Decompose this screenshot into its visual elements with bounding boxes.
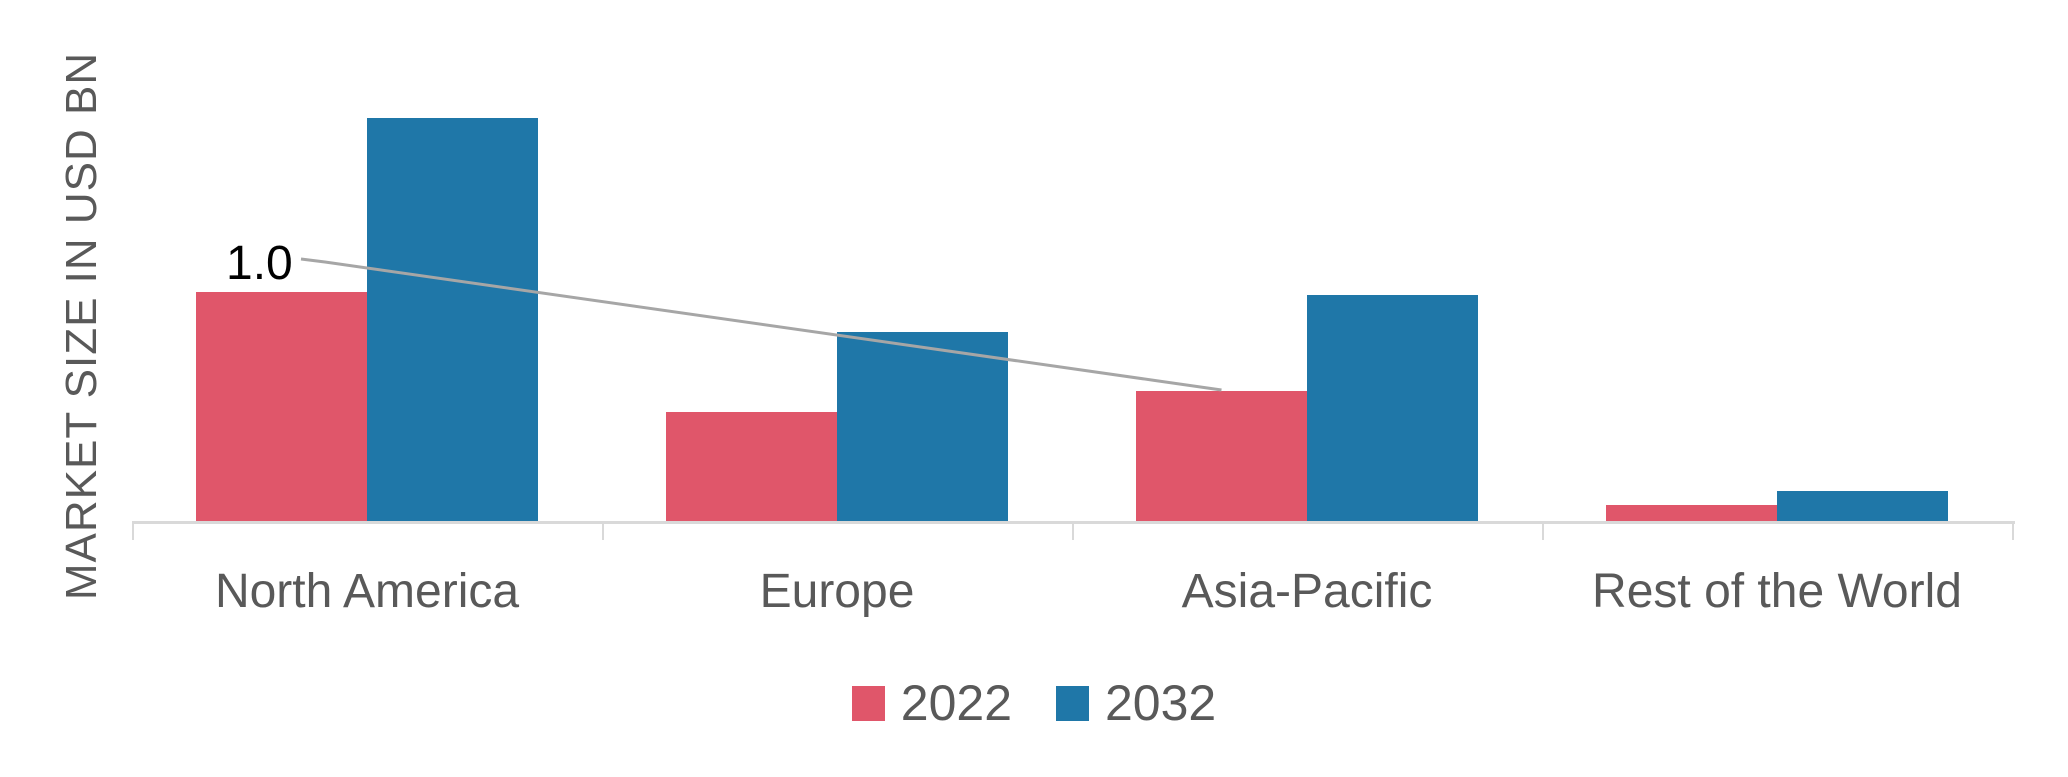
legend-item-2022: 2022 xyxy=(851,675,1012,731)
legend-label-2022: 2022 xyxy=(900,675,1012,731)
axis-tick xyxy=(602,523,604,540)
bar-2032-north-america xyxy=(367,117,538,523)
axis-tick xyxy=(1542,523,1544,540)
axis-tick xyxy=(2012,523,2014,540)
category-label-north-america: North America xyxy=(214,565,520,618)
bar-2032-europe xyxy=(837,331,1008,523)
category-label-europe: Europe xyxy=(759,565,915,618)
data-label-asia-pacific-2022: 1.0 xyxy=(226,237,293,290)
bar-2032-asia-pacific xyxy=(1307,294,1478,523)
legend-label-2032: 2032 xyxy=(1105,675,1217,731)
bar-2022-europe xyxy=(666,412,837,523)
bar-2022-rest-of-the-world xyxy=(1606,504,1777,523)
category-label-rest-of-the-world: Rest of the World xyxy=(1592,565,1962,618)
bar-2032-rest-of-the-world xyxy=(1777,491,1948,523)
plot-area xyxy=(196,117,1948,523)
legend-item-2032: 2032 xyxy=(1056,678,1216,728)
legend-swatch-2032 xyxy=(1056,685,1089,721)
category-label-asia-pacific: Asia-Pacific xyxy=(1181,565,1433,618)
legend-swatch-2022 xyxy=(851,685,885,721)
x-axis-line xyxy=(132,521,2015,524)
bar-2022-asia-pacific xyxy=(1136,391,1307,523)
axis-tick xyxy=(1072,523,1074,540)
axis-tick xyxy=(132,523,134,540)
legend: 2022 2032 xyxy=(0,678,2068,728)
bar-2022-north-america xyxy=(196,292,367,523)
